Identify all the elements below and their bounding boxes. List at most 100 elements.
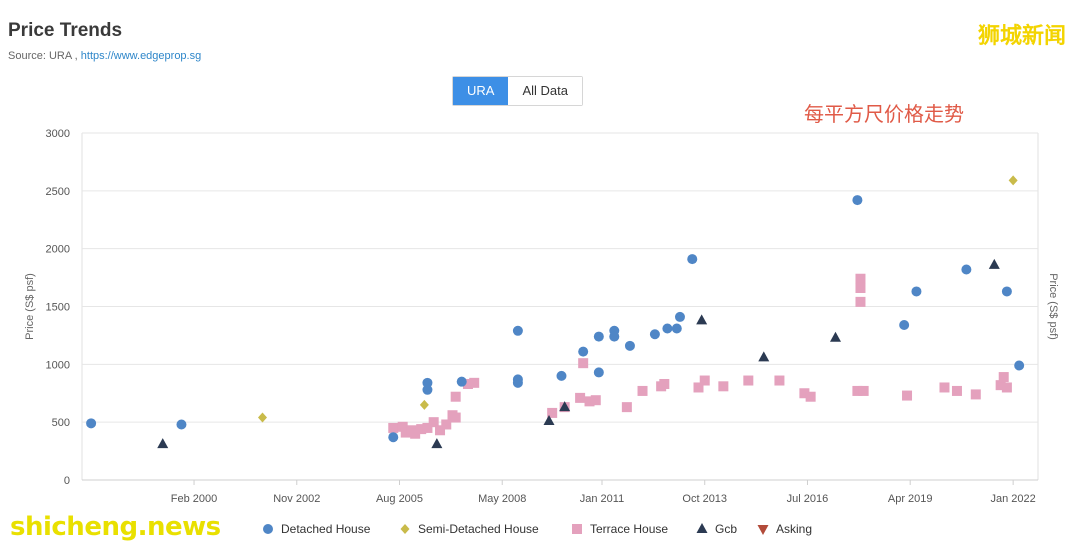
terrace-point (693, 382, 704, 393)
terrace-point (450, 412, 461, 423)
source-line: Source: URA , https://www.edgeprop.sg (8, 50, 201, 62)
y-tick-label: 1500 (46, 302, 70, 314)
terrace-point (621, 402, 632, 413)
legend-asking[interactable]: Asking (757, 522, 813, 536)
detached-point (512, 374, 523, 385)
terrace-point (699, 375, 710, 386)
detached-point (911, 286, 922, 297)
terrace-point (774, 375, 785, 386)
y-axis-title: Price (S$ psf) (24, 273, 36, 340)
terrace-point (902, 390, 913, 401)
terrace-point (855, 273, 866, 284)
x-tick-label: Oct 2013 (682, 493, 727, 505)
terrace-point (852, 385, 863, 396)
all-data-button[interactable]: All Data (508, 77, 582, 105)
detached-point (388, 432, 399, 443)
ura-button[interactable]: URA (453, 77, 509, 105)
terrace-point (410, 428, 421, 439)
detached-point (86, 418, 97, 429)
legend-gcb-marker (696, 523, 708, 533)
detached-point (593, 367, 604, 378)
detached-point (649, 329, 660, 340)
terrace-point (422, 422, 433, 433)
y-tick-label: 500 (52, 417, 70, 429)
terrace-point (584, 396, 595, 407)
watermark-bottom: shicheng.news (10, 512, 221, 542)
gcb-point (157, 438, 169, 449)
terrace-point (450, 391, 461, 402)
legend-semi-detached-house[interactable]: Semi-Detached House (400, 522, 540, 536)
terrace-point (435, 425, 446, 436)
terrace-point (547, 407, 558, 418)
terrace-point (388, 422, 399, 433)
terrace-point (659, 378, 670, 389)
gcb-point (543, 415, 555, 426)
watermark-top: 狮城新闻 (977, 24, 1066, 49)
legend-asking-marker (757, 525, 769, 535)
terrace-point (397, 421, 408, 432)
terrace-point (805, 391, 816, 402)
semi-detached-point (1008, 175, 1018, 186)
terrace-point (951, 385, 962, 396)
terrace-point (743, 375, 754, 386)
detached-point (961, 264, 972, 275)
detached-point (1014, 360, 1025, 371)
legend-semi-detached-house-label: Semi-Detached House (418, 522, 539, 536)
gcb-point (559, 401, 571, 412)
x-tick-label: Apr 2019 (888, 493, 933, 505)
legend-detached-house-label: Detached House (281, 522, 371, 536)
terrace-point (995, 380, 1006, 391)
legend-terrace-house[interactable]: Terrace House (572, 522, 668, 536)
detached-point (899, 320, 910, 331)
legend-detached-house-marker (263, 524, 273, 534)
terrace-point (416, 424, 427, 435)
terrace-point (462, 378, 473, 389)
terrace-point (578, 358, 589, 369)
terrace-point (400, 427, 411, 438)
x-tick-label: Jan 2022 (991, 493, 1036, 505)
gcb-point (696, 314, 708, 325)
legend-terrace-house-label: Terrace House (590, 522, 668, 536)
terrace-point (575, 392, 586, 403)
gcb-point (758, 351, 770, 362)
terrace-point (428, 417, 439, 428)
terrace-point (939, 382, 950, 393)
y-tick-label: 1000 (46, 359, 70, 371)
terrace-point (1001, 382, 1012, 393)
x-tick-label: Nov 2002 (273, 493, 320, 505)
detached-point (176, 419, 187, 430)
detached-point (422, 384, 433, 395)
semi-detached-point (257, 412, 267, 423)
y-tick-label: 2000 (46, 244, 70, 256)
detached-point (674, 311, 685, 322)
x-tick-label: May 2008 (478, 493, 526, 505)
detached-point (512, 325, 523, 336)
detached-point (852, 195, 863, 206)
terrace-point (590, 395, 601, 406)
terrace-point (970, 389, 981, 400)
legend-terrace-house-marker (572, 524, 582, 534)
legend-detached-house[interactable]: Detached House (263, 522, 371, 536)
detached-point (422, 377, 433, 388)
detached-point (687, 254, 698, 265)
x-tick-label: Aug 2005 (376, 493, 423, 505)
legend-gcb[interactable]: Gcb (696, 522, 738, 536)
x-tick-label: Feb 2000 (171, 493, 217, 505)
y-tick-label: 3000 (46, 128, 70, 140)
source-link[interactable]: https://www.edgeprop.sg (80, 50, 202, 62)
terrace-point (855, 296, 866, 307)
semi-detached-point (419, 399, 429, 410)
detached-point (624, 340, 635, 351)
terrace-point (858, 385, 869, 396)
y-tick-label: 0 (64, 475, 70, 487)
terrace-point (718, 381, 729, 392)
detached-point (609, 331, 620, 342)
detached-point (456, 376, 467, 387)
x-tick-label: Jul 2016 (787, 493, 829, 505)
legend-asking-label: Asking (776, 522, 812, 536)
y-tick-label: 2500 (46, 186, 70, 198)
terrace-point (998, 372, 1009, 383)
detached-point (578, 346, 589, 357)
x-tick-label: Jan 2011 (580, 493, 624, 505)
